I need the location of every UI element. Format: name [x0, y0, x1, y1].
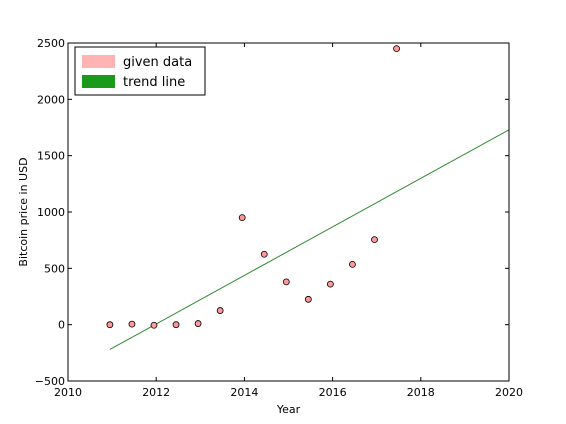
x-tick-labels: 2010 2012 2014 2016 2018 2020 — [54, 386, 523, 399]
x-tick-label-2018: 2018 — [407, 386, 435, 399]
y-tick-label-6: 2500 — [37, 37, 65, 50]
plot-area — [68, 43, 509, 381]
data-point-9 — [304, 295, 312, 303]
x-tick-label-2010: 2010 — [54, 386, 82, 399]
x-axis-label: Year — [276, 403, 301, 416]
data-point-5 — [216, 307, 224, 314]
data-point-4 — [194, 320, 202, 327]
legend: given data trend line — [74, 46, 206, 96]
data-point-12 — [371, 236, 378, 244]
y-tick-label-5: 2000 — [37, 93, 65, 106]
x-tick-label-2016: 2016 — [319, 386, 347, 399]
x-tick-label-2012: 2012 — [142, 386, 170, 399]
legend-swatch-trend-line — [82, 75, 115, 88]
y-tick-label-1: 0 — [58, 319, 65, 332]
data-point-11 — [349, 260, 356, 268]
data-point-2 — [150, 321, 158, 329]
y-tick-labels: −500 0 500 1000 1500 2000 2500 — [35, 37, 65, 388]
data-point-3 — [172, 321, 180, 329]
data-point-8 — [282, 278, 290, 286]
legend-label-trend-line: trend line — [123, 75, 185, 90]
legend-swatch-given-data — [82, 55, 115, 68]
y-tick-label-2: 500 — [44, 262, 65, 275]
trend-line — [109, 129, 510, 350]
y-tick-label-0: −500 — [35, 375, 65, 388]
x-tick-label-2014: 2014 — [230, 386, 258, 399]
data-point-0 — [106, 321, 114, 329]
data-point-10 — [326, 280, 334, 288]
data-point-13 — [393, 45, 400, 53]
legend-label-given-data: given data — [123, 55, 192, 70]
y-axis-label: Bitcoin price in USD — [17, 157, 30, 266]
x-tick-label-2020: 2020 — [495, 386, 523, 399]
data-point-1 — [128, 320, 136, 328]
y-tick-label-3: 1000 — [37, 206, 65, 219]
data-points-group — [106, 45, 400, 329]
y-tick-label-4: 1500 — [37, 150, 65, 163]
trend-line-group — [109, 129, 510, 350]
plot-frame — [67, 42, 510, 382]
data-point-7 — [260, 250, 268, 258]
data-point-6 — [238, 214, 246, 222]
